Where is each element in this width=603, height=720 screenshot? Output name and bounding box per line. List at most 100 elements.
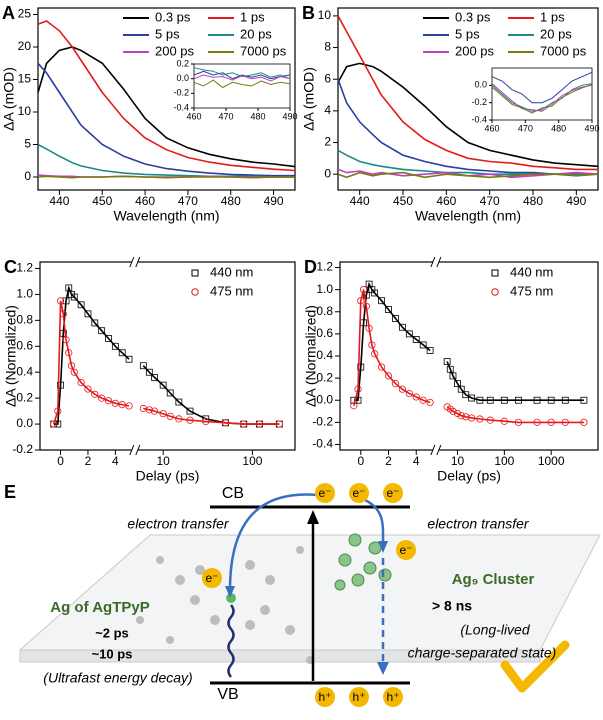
x-tick-label: 490 [264, 194, 284, 208]
transfer-arrow [228, 493, 319, 591]
inset-line [491, 84, 593, 114]
axis-break [432, 258, 439, 266]
break-mark [135, 256, 141, 268]
marker [446, 365, 454, 373]
fit-line [53, 285, 280, 425]
marker [84, 310, 92, 318]
axis-break [131, 258, 138, 266]
marker [77, 378, 85, 387]
x-tick-label: 100 [494, 454, 514, 468]
x-tick-label: 100 [242, 454, 262, 468]
y-tick-label: 0.2 [16, 390, 33, 404]
marker [419, 396, 427, 404]
x-tick-label: 440 [350, 194, 370, 208]
vb-label: VB [217, 686, 238, 703]
marker [151, 373, 158, 381]
legend-label: 1 ps [540, 9, 565, 24]
marker [166, 389, 174, 397]
inset-background [492, 68, 592, 120]
fit-line [353, 281, 584, 401]
marker [139, 362, 147, 370]
x-tick-label: 480 [551, 123, 566, 133]
x-tick-label: 2 [85, 454, 92, 468]
arrow-head [307, 510, 319, 524]
electron [349, 483, 369, 503]
legend-label: 7000 ps [240, 43, 287, 58]
series-line [37, 62, 295, 177]
x-tick-label: 470 [218, 111, 233, 121]
inset-line [193, 70, 291, 80]
hole-label: h⁺ [352, 690, 365, 704]
plot-frame [337, 7, 599, 191]
break-mark [135, 444, 141, 456]
plot-frame [39, 261, 296, 451]
arrow-head [377, 662, 389, 675]
electron-label: e⁻ [352, 486, 365, 500]
inset-line [491, 83, 593, 112]
marker [70, 293, 78, 301]
x-tick-label: 480 [221, 194, 241, 208]
y-tick-label: -0.4 [173, 102, 189, 112]
marker [457, 385, 465, 393]
annotation: Ag of AgTPyP [50, 599, 149, 616]
electron [383, 483, 403, 503]
series-line [337, 15, 598, 171]
series-line [37, 175, 295, 179]
x-axis-title: Delay (ps) [136, 468, 200, 484]
marker [398, 323, 406, 331]
inset-line [491, 71, 593, 104]
panel-label: E [4, 482, 16, 502]
annotation: Ag₉ Cluster [452, 571, 535, 588]
y-tick-label: -0.2 [312, 415, 333, 429]
decay-wave [227, 604, 235, 678]
marker [391, 380, 400, 388]
y-tick-label: 0.6 [16, 338, 33, 352]
marker [398, 385, 406, 393]
axis-break [432, 446, 439, 454]
marker [84, 385, 92, 393]
break-mark [436, 256, 442, 268]
diagram: e⁻ e⁻ e⁻ e⁻ e⁻ h⁺ h⁺ h⁺ E CB VB electron… [4, 482, 601, 707]
marker [159, 381, 167, 389]
marker [385, 306, 392, 313]
transfer-arrow [364, 498, 385, 546]
hole [383, 687, 403, 707]
x-tick-label: 490 [566, 194, 586, 208]
y-tick-label: 0.0 [316, 392, 333, 406]
series-line [337, 149, 598, 175]
y-tick-label: 0.6 [316, 326, 333, 340]
x-axis-title: Wavelength (nm) [113, 208, 219, 224]
y-tick-label: 0.4 [316, 348, 333, 362]
series-line [37, 46, 296, 168]
marker [378, 297, 385, 305]
legend-swatch [191, 269, 199, 277]
series-line [337, 171, 599, 179]
x-tick-label: 460 [135, 194, 155, 208]
marker [70, 368, 78, 376]
y-axis-title: ΔA (Normalized) [3, 305, 19, 407]
hole-label: h⁺ [318, 690, 331, 704]
y-axis-title: ΔA (Normalized) [303, 305, 319, 407]
hole [315, 687, 335, 707]
legend-label: 5 ps [455, 26, 480, 41]
panel-label: C [4, 257, 17, 277]
marker [426, 398, 434, 407]
marker [449, 372, 457, 380]
ag-atom [226, 593, 236, 603]
legend-label: 1 ps [240, 9, 265, 24]
x-tick-label: 490 [282, 111, 297, 121]
x-tick-label: 2 [385, 454, 392, 468]
annotation: ~10 ps [92, 646, 133, 661]
marker [405, 389, 413, 398]
arrow-head [378, 541, 388, 553]
y-tick-label: 10 [18, 104, 32, 118]
y-tick-label: 0.8 [16, 313, 33, 327]
marker [419, 341, 427, 349]
legend-swatch [491, 269, 499, 277]
x-tick-label: 480 [250, 111, 265, 121]
holes: h⁺ h⁺ h⁺ [315, 687, 403, 707]
legend-label: 20 ps [240, 26, 272, 41]
y-tick-label: -0.2 [173, 88, 189, 98]
marker [392, 314, 399, 322]
